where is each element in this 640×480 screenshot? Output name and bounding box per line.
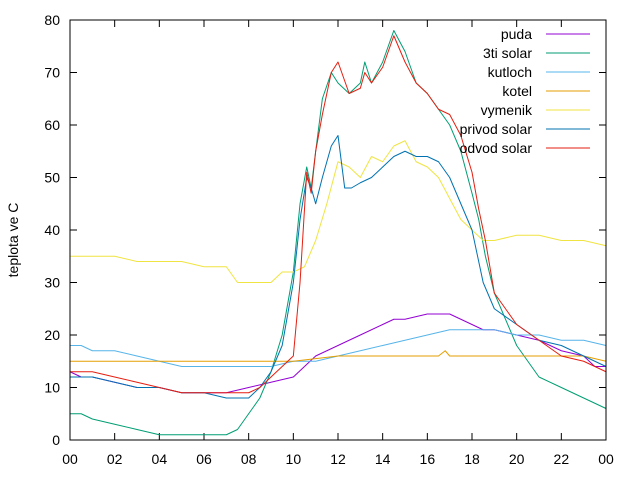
y-axis-label: teplota ve C <box>5 203 21 278</box>
series-line-3ti-solar <box>69 30 607 436</box>
legend-label: privod solar <box>460 121 533 137</box>
series-line-kotel <box>69 350 607 362</box>
y-tick-label: 60 <box>44 117 60 133</box>
legend-label: kotel <box>502 83 532 99</box>
legend: puda 3ti solar kutloch kotel vymenik privod s… <box>460 26 590 156</box>
x-tick-label: 14 <box>375 451 391 467</box>
x-tick-label: 16 <box>420 451 436 467</box>
x-tick-label: 22 <box>554 451 570 467</box>
x-tick-label: 10 <box>286 451 302 467</box>
x-tick-label: 20 <box>509 451 525 467</box>
series-line-puda <box>69 313 607 394</box>
y-tick-label: 70 <box>44 65 60 81</box>
y-tick-label: 0 <box>52 432 60 448</box>
series-line-kutloch <box>69 329 607 367</box>
series-line-odvod-solar <box>69 35 607 394</box>
plot-frame <box>69 19 607 441</box>
legend-label: kutloch <box>488 64 532 80</box>
x-tick-label: 08 <box>241 451 257 467</box>
y-tick-label: 80 <box>44 12 60 28</box>
series-layer <box>69 30 607 436</box>
y-tick-label: 30 <box>44 275 60 291</box>
series-line-vymenik <box>69 140 607 283</box>
x-tick-label: 12 <box>330 451 346 467</box>
x-tick-label: 00 <box>62 451 78 467</box>
x-tick-label: 18 <box>464 451 480 467</box>
y-tick-label: 50 <box>44 170 60 186</box>
legend-label: puda <box>501 26 532 42</box>
x-tick-label: 04 <box>152 451 168 467</box>
legend-label: 3ti solar <box>483 45 532 61</box>
y-tick-label: 20 <box>44 327 60 343</box>
y-tick-label: 40 <box>44 222 60 238</box>
x-tick-label: 02 <box>107 451 123 467</box>
legend-label: vymenik <box>481 102 533 118</box>
x-tick-label: 00 <box>598 451 614 467</box>
y-tick-label: 10 <box>44 380 60 396</box>
y-axis-label-group: teplota ve C <box>5 203 21 278</box>
legend-label: odvod solar <box>460 140 533 156</box>
x-tick-label: 06 <box>196 451 212 467</box>
ticks-layer: 00 02 04 06 08 10 12 14 16 18 20 22 0001020304050607… <box>44 12 614 467</box>
